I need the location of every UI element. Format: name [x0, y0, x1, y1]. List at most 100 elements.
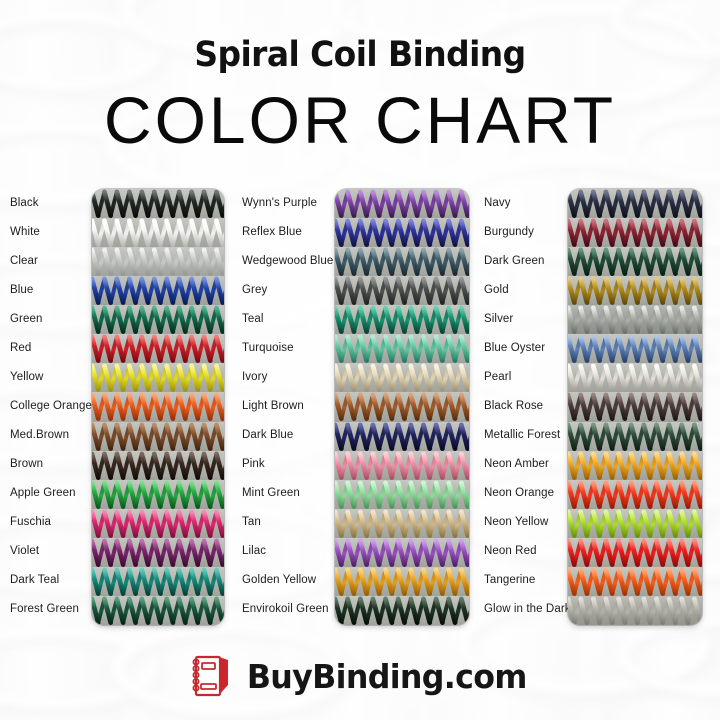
color-swatch[interactable] [92, 334, 224, 365]
coil-graphic [92, 392, 224, 422]
color-swatch[interactable] [92, 276, 224, 307]
color-swatch[interactable] [92, 363, 224, 394]
color-label: Neon Yellow [484, 516, 549, 529]
color-label: Clear [10, 254, 38, 267]
coil-graphic [92, 276, 224, 306]
coil-graphic [92, 509, 224, 538]
color-swatch[interactable] [568, 189, 702, 220]
color-swatch[interactable] [568, 305, 702, 336]
color-label: Envirokoil Green [242, 603, 329, 616]
color-swatch[interactable] [335, 363, 469, 394]
color-swatch[interactable] [335, 218, 469, 249]
coil-panel-3 [568, 189, 702, 625]
color-label: Neon Orange [484, 487, 555, 500]
color-label: Med.Brown [10, 429, 70, 442]
color-swatch[interactable] [568, 595, 702, 625]
color-swatch[interactable] [92, 392, 224, 423]
color-chart: Black White Clear Blue Green Red Yellow College… [0, 189, 720, 629]
color-label: Wedgewood Blue [242, 254, 334, 267]
color-swatch[interactable] [568, 508, 702, 539]
coil-graphic [92, 305, 224, 335]
color-swatch[interactable] [335, 334, 469, 365]
coil-graphic [335, 596, 469, 625]
color-swatch[interactable] [568, 479, 702, 510]
color-label: Brown [10, 458, 44, 471]
color-swatch[interactable] [568, 537, 702, 568]
color-swatch[interactable] [335, 305, 469, 336]
color-column-1: Black White Clear Blue Green Red Yellow College… [6, 189, 224, 625]
color-label: Teal [242, 312, 264, 325]
coil-graphic [568, 596, 702, 625]
coil-panel-2 [335, 189, 469, 625]
color-label: Pink [242, 458, 265, 471]
color-swatch[interactable] [335, 595, 469, 625]
color-label: Silver [484, 312, 514, 325]
coil-graphic [568, 392, 702, 422]
color-swatch[interactable] [568, 421, 702, 452]
color-label: Fuschia [10, 516, 51, 529]
color-swatch[interactable] [92, 218, 224, 249]
site-logo[interactable]: BuyBinding.com [0, 640, 720, 712]
color-swatch[interactable] [335, 247, 469, 278]
coil-panel-1 [92, 189, 224, 625]
color-swatch[interactable] [92, 537, 224, 568]
color-label: Reflex Blue [242, 225, 302, 238]
color-label-list-3: Navy Burgundy Dark Green Gold Silver Blue Oys… [480, 189, 702, 625]
color-swatch[interactable] [335, 508, 469, 539]
coil-graphic [92, 422, 224, 451]
coil-graphic [335, 363, 469, 393]
coil-graphic [92, 247, 224, 277]
coil-graphic [568, 334, 702, 364]
color-swatch[interactable] [92, 247, 224, 278]
coil-graphic [568, 363, 702, 393]
color-swatch[interactable] [568, 450, 702, 481]
color-label: Dark Teal [10, 574, 60, 587]
color-swatch[interactable] [335, 566, 469, 597]
color-swatch[interactable] [568, 392, 702, 423]
color-swatch[interactable] [92, 566, 224, 597]
coil-graphic [335, 305, 469, 335]
color-swatch[interactable] [92, 508, 224, 539]
color-label: Apple Green [10, 487, 76, 500]
color-swatch[interactable] [568, 363, 702, 394]
color-swatch[interactable] [335, 537, 469, 568]
coil-graphic [335, 538, 469, 567]
coil-graphic [92, 363, 224, 393]
coil-graphic [335, 392, 469, 422]
coil-graphic [568, 567, 702, 596]
color-swatch[interactable] [335, 450, 469, 481]
coil-graphic [335, 422, 469, 451]
coil-graphic [335, 509, 469, 538]
color-swatch[interactable] [92, 421, 224, 452]
coil-graphic [335, 451, 469, 480]
page-subtitle: Spiral Coil Binding [194, 35, 526, 75]
color-swatch[interactable] [92, 189, 224, 220]
coil-graphic [92, 334, 224, 364]
color-swatch[interactable] [335, 479, 469, 510]
coil-graphic [568, 247, 702, 277]
coil-graphic [335, 247, 469, 277]
color-label: Green [10, 312, 43, 325]
color-swatch[interactable] [92, 479, 224, 510]
color-swatch[interactable] [335, 276, 469, 307]
color-label: College Orange [10, 400, 92, 412]
color-label: Black Rose [484, 400, 544, 412]
color-swatch[interactable] [568, 276, 702, 307]
color-swatch[interactable] [92, 305, 224, 336]
color-swatch[interactable] [92, 595, 224, 625]
page-title: COLOR CHART [103, 83, 617, 157]
coil-graphic [568, 305, 702, 335]
color-swatch[interactable] [92, 450, 224, 481]
color-label: Gold [484, 283, 509, 296]
color-swatch[interactable] [335, 421, 469, 452]
color-swatch[interactable] [568, 218, 702, 249]
color-swatch[interactable] [568, 247, 702, 278]
color-swatch[interactable] [568, 334, 702, 365]
coil-graphic [335, 218, 469, 248]
color-swatch[interactable] [335, 392, 469, 423]
page-header: Spiral Coil Binding COLOR CHART [0, 0, 720, 157]
color-swatch[interactable] [335, 189, 469, 220]
color-label: Forest Green [10, 603, 79, 616]
color-swatch[interactable] [568, 566, 702, 597]
color-label: Pearl [484, 370, 512, 383]
